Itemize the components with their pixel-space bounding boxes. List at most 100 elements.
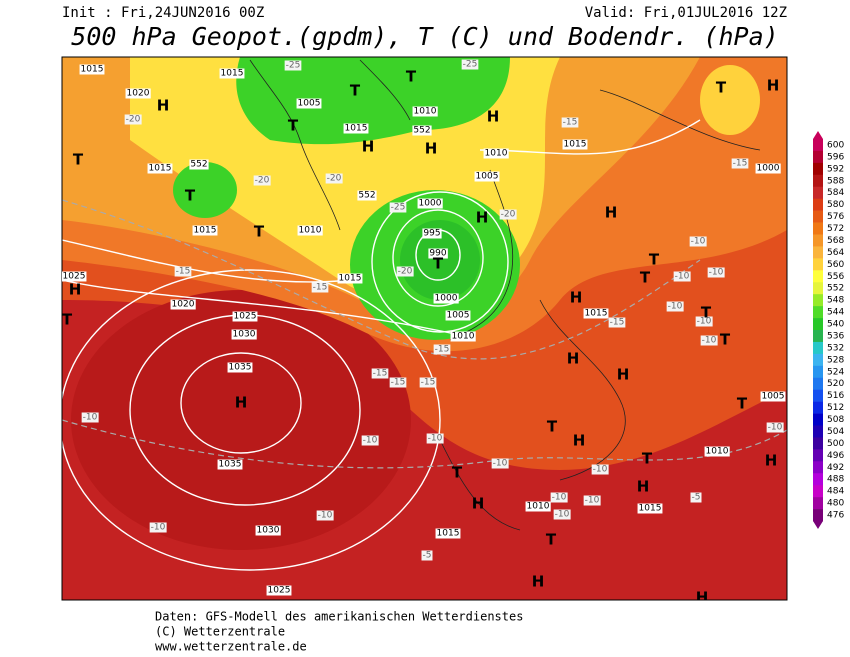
pressure-center: H	[637, 478, 650, 496]
colorbar-segment	[813, 306, 823, 319]
isobar-label: 552	[413, 126, 430, 136]
pressure-center: H	[570, 289, 583, 307]
isobar-label-box	[337, 273, 363, 284]
colorbar-label: 500	[827, 439, 844, 449]
temperature-label: -15	[435, 345, 450, 355]
isobar-label-box	[255, 525, 281, 536]
isobar-label: 1025	[234, 312, 257, 322]
temperature-label-box	[421, 550, 433, 561]
colorbar-segment	[813, 258, 823, 271]
isobar-label: 1015	[221, 69, 244, 79]
colorbar-label: 528	[827, 355, 844, 365]
temperature-label: -15	[610, 318, 625, 328]
temperature-label: -15	[373, 369, 388, 379]
temperature-label-box	[491, 458, 509, 469]
temperature-label: -10	[768, 423, 783, 433]
temperature-label-box	[583, 495, 601, 506]
colorbar-segment	[813, 509, 823, 522]
isobar-label: 1020	[172, 300, 195, 310]
temperature-label-box	[316, 510, 334, 521]
temperature-label: -10	[702, 336, 717, 346]
colorbar-segment	[813, 413, 823, 426]
isobar-label-box	[583, 308, 609, 319]
isobar-label-box	[343, 123, 369, 134]
valid-time: Valid: Fri,01JUL2016 12Z	[585, 5, 787, 21]
colorbar-segment	[813, 389, 823, 402]
temperature-label: -15	[733, 159, 748, 169]
pressure-center: T	[62, 311, 73, 329]
colorbar-label: 548	[827, 296, 844, 306]
temperature-label: -10	[555, 510, 570, 520]
temperature-label-box	[461, 59, 479, 70]
colorbar-label: 476	[827, 511, 844, 521]
pressure-center: H	[487, 108, 500, 126]
temperature-label: -15	[176, 267, 191, 277]
colorbar-label: 560	[827, 260, 844, 270]
temperature-label: -20	[126, 115, 141, 125]
pressure-center: H	[767, 77, 780, 95]
isobars	[62, 119, 701, 571]
colorbar-segment	[813, 449, 823, 462]
temperature-label-box	[419, 377, 437, 388]
isobar-label-box	[192, 225, 218, 236]
temperature-label-box	[707, 267, 725, 278]
colorbar-segment	[813, 139, 823, 152]
pressure-center: T	[406, 68, 417, 86]
isobar-label: 1015	[149, 164, 172, 174]
isobar-label-box	[227, 362, 253, 373]
colorbar-label: 600	[827, 140, 844, 150]
footer-source: Daten: GFS-Modell des amerikanischen Wet…	[155, 610, 523, 624]
temperature-label-box	[673, 271, 691, 282]
map-title: 500 hPa Geopot.(gpdm), T (C) und Bodendr…	[71, 22, 778, 51]
isobar-label: 1010	[706, 447, 729, 457]
isobar-label: 1025	[63, 272, 86, 282]
pressure-center: T	[433, 255, 444, 273]
temperature-label: -10	[363, 436, 378, 446]
pressure-center: T	[649, 251, 660, 269]
isobar-label: 1015	[585, 309, 608, 319]
temperature-label: -10	[428, 434, 443, 444]
pressure-center: H	[235, 394, 248, 412]
temperature-label-box	[561, 117, 579, 128]
colorbar-segment	[813, 377, 823, 390]
isobar-label: 1030	[257, 526, 280, 536]
colorbar-bottom-cap	[813, 521, 823, 529]
colorbar-top-cap	[813, 131, 823, 139]
colorbar-label: 572	[827, 224, 844, 234]
colorbar-segment	[813, 246, 823, 259]
cold-region	[173, 162, 237, 218]
pressure-center: T	[720, 331, 731, 349]
map-frame	[61, 56, 788, 601]
pressure-center: T	[452, 464, 463, 482]
colorbar-label: 552	[827, 284, 844, 294]
isobar-label: 1035	[229, 363, 252, 373]
temperature-label-box	[124, 114, 142, 125]
temperature-label: -10	[318, 511, 333, 521]
pressure-center: H	[362, 138, 375, 156]
temperature-label-box	[426, 433, 444, 444]
colorbar-label: 564	[827, 248, 844, 258]
colorbar-segment	[813, 425, 823, 438]
isobar-label-box	[170, 299, 196, 310]
warm-core	[71, 290, 411, 550]
colorbar-label: 596	[827, 152, 844, 162]
isobar-label-box	[422, 228, 442, 239]
isobar-label-box	[219, 68, 245, 79]
colorbar-label: 524	[827, 367, 844, 377]
isobar-label: 1015	[437, 529, 460, 539]
isobar-label-box	[297, 225, 323, 236]
pressure-center: T	[546, 531, 557, 549]
temperature-label-box	[371, 368, 389, 379]
colorbar-segment	[813, 401, 823, 414]
isobar-label-box	[445, 310, 471, 321]
isobar-label-box	[428, 248, 448, 259]
colorbar-segment	[813, 365, 823, 379]
isobar-label: 990	[429, 249, 446, 259]
colorbar-segment	[813, 294, 823, 307]
temperature-label: -5	[423, 551, 432, 561]
colorbar-label: 536	[827, 331, 844, 341]
isotherms	[62, 199, 787, 469]
colorbar-label: 496	[827, 451, 844, 461]
isobar-label: 552	[190, 160, 207, 170]
colorbar-segment	[813, 162, 823, 176]
